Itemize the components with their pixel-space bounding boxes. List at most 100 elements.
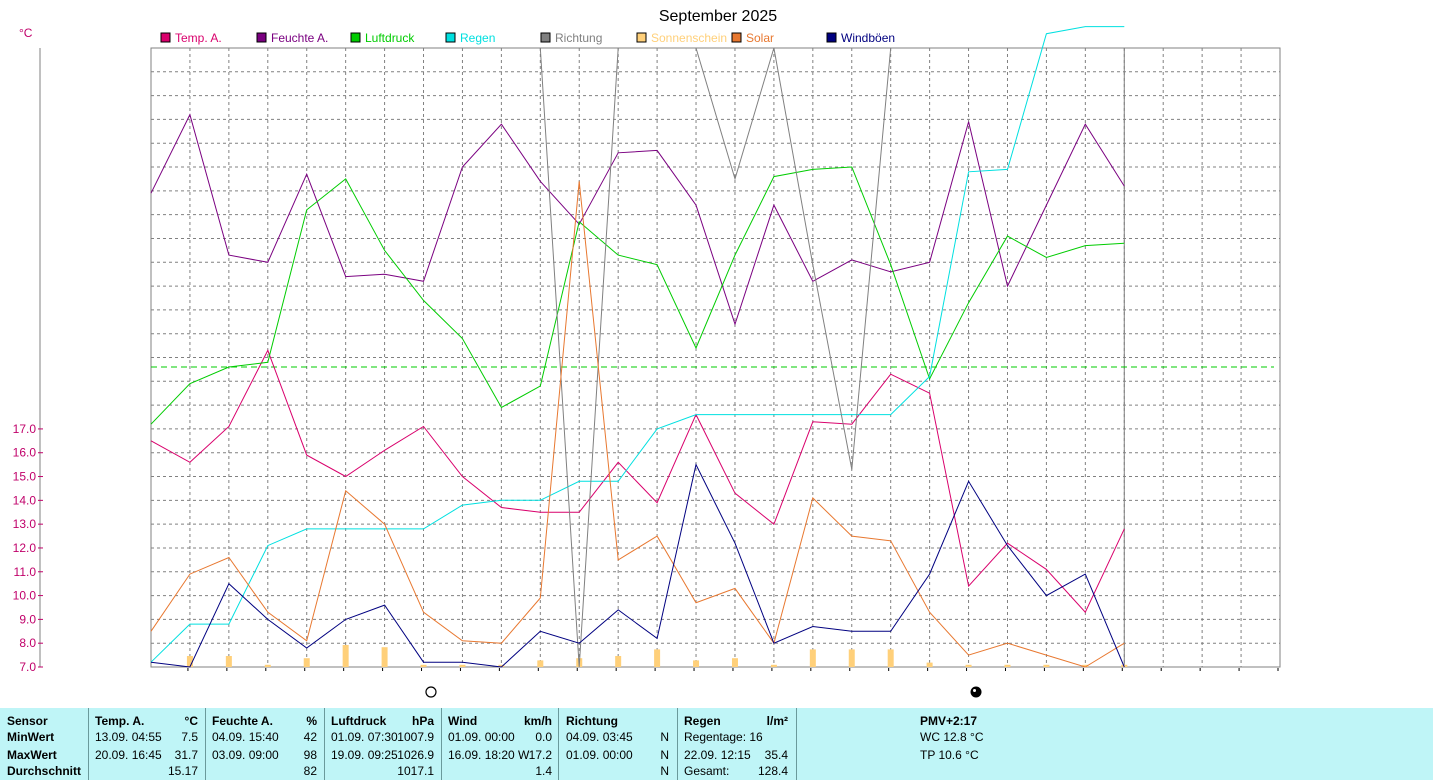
stats-separator [558, 708, 559, 780]
sunshine-bars [186, 645, 1128, 667]
stats-dir-min-time: 04.09. 03:45 [566, 730, 633, 744]
series-line-solar [150, 181, 1125, 668]
legend-label: Solar [746, 31, 774, 45]
series-line-regen [150, 26, 1125, 663]
stats-rain-title: Regen [684, 714, 721, 728]
legend-item: Solar [731, 31, 774, 45]
stats-wind-min-time: 01.09. 00:00 [448, 730, 515, 744]
y-tick-label: 8.0 [19, 636, 36, 650]
stats-temp-min-time: 13.09. 04:55 [95, 730, 162, 744]
stats-separator [677, 708, 678, 780]
stats-separator [88, 708, 89, 780]
stats-dewpoint: TP 10.6 °C [920, 748, 979, 762]
stats-labels-column: Sensor MinWert MaxWert Durchschnitt [0, 708, 88, 780]
legend-swatch [826, 32, 837, 43]
legend-label: Feuchte A. [271, 31, 328, 45]
stats-press-column: Luftdruck hPa 01.09. 07:30 1007.9 19.09.… [325, 708, 441, 780]
y-axis-unit: °C [19, 26, 33, 40]
legend: Temp. A. Feuchte A. Luftdruck Regen Richtung… [160, 31, 895, 45]
stats-wind-max-time: 16.09. 18:20 W [448, 748, 530, 762]
legend-swatch [731, 32, 742, 43]
y-tick-label: 13.0 [13, 517, 37, 531]
series-line-windb-en [150, 463, 1125, 668]
stats-rain-unit: l/m² [766, 714, 788, 728]
stats-wind-column: Wind km/h 01.09. 00:00 0.0 16.09. 18:20 … [442, 708, 558, 780]
stats-rain-column: Regen l/m² Regentage: 16 22.09. 12:15 35… [678, 708, 796, 780]
sunshine-bar [965, 664, 972, 667]
stats-dir-avg: N [660, 764, 669, 778]
legend-item: Sonnenschein [636, 31, 727, 45]
y-tick-label: 15.0 [13, 470, 37, 484]
stats-label-avg: Durchschnitt [7, 764, 82, 778]
sunshine-bar [420, 664, 427, 667]
y-tick-label: 7.0 [19, 660, 36, 674]
stats-separator [796, 708, 797, 780]
stats-label-max: MaxWert [7, 748, 57, 762]
sunshine-bar [654, 649, 661, 667]
grid [39, 47, 1281, 671]
statistics-panel: Sensor MinWert MaxWert Durchschnitt Temp… [0, 708, 1433, 780]
sunshine-bar [926, 662, 933, 667]
new-moon-disc [970, 686, 982, 698]
stats-windchill: WC 12.8 °C [920, 730, 984, 744]
y-tick-label: 10.0 [13, 589, 37, 603]
series-line-richtung [539, 47, 619, 668]
stats-humid-column: Feuchte A. % 04.09. 15:40 42 03.09. 09:0… [206, 708, 324, 780]
sunshine-bar [693, 660, 700, 667]
legend-label: Temp. A. [175, 31, 222, 45]
stats-humid-title: Feuchte A. [212, 714, 273, 728]
stats-press-max: 1026.9 [397, 748, 434, 762]
stats-humid-min-time: 04.09. 15:40 [212, 730, 279, 744]
y-tick-label: 17.0 [13, 422, 37, 436]
sunshine-bar [770, 664, 777, 667]
stats-humid-max: 98 [303, 748, 317, 762]
full-moon-icon [425, 686, 437, 698]
series-lines [150, 26, 1274, 668]
legend-label: Luftdruck [365, 31, 415, 45]
stats-temp-avg: 15.17 [167, 764, 198, 778]
legend-swatch [540, 32, 551, 43]
legend-item: Regen [445, 31, 495, 45]
stats-dir-max: N [660, 748, 669, 762]
y-tick-label: 16.0 [13, 446, 37, 460]
stats-rain-total-label: Gesamt: [684, 764, 730, 778]
legend-swatch [350, 32, 361, 43]
chart-title: September 2025 [659, 8, 777, 25]
legend-item: Richtung [540, 31, 602, 45]
stats-wind-max: 17.2 [528, 748, 552, 762]
stats-wind-title: Wind [448, 714, 478, 728]
moon-phase-markers [425, 686, 982, 698]
sunshine-bar [186, 656, 193, 667]
stats-separator [441, 708, 442, 780]
stats-extra-column: PMV+2:17 WC 12.8 °C TP 10.6 °C [797, 708, 1433, 780]
legend-label: Regen [460, 31, 495, 45]
legend-label: Richtung [555, 31, 602, 45]
legend-item: Luftdruck [350, 31, 415, 45]
sunshine-bar [381, 647, 388, 667]
stats-temp-title: Temp. A. [95, 714, 145, 728]
sunshine-bar [264, 664, 271, 667]
stats-pmv: PMV+2:17 [920, 714, 978, 728]
sunshine-bar [303, 658, 310, 667]
legend-swatch [636, 32, 647, 43]
sunshine-bar [887, 649, 894, 667]
legend-label: Windböen [841, 31, 895, 45]
sunshine-bar [1082, 664, 1089, 667]
stats-wind-min: 0.0 [535, 730, 552, 744]
stats-press-min: 1007.9 [397, 730, 434, 744]
stats-press-title: Luftdruck [331, 714, 387, 728]
legend-swatch [160, 32, 171, 43]
stats-humid-min: 42 [303, 730, 317, 744]
legend-swatch [445, 32, 456, 43]
stats-dir-max-time: 01.09. 00:00 [566, 748, 633, 762]
sunshine-bar [809, 649, 816, 667]
sunshine-bar [459, 664, 466, 667]
new-moon-icon [970, 686, 982, 698]
stats-rain-total: 128.4 [757, 764, 788, 778]
stats-press-avg: 1017.1 [397, 764, 434, 778]
legend-item: Windböen [826, 31, 895, 45]
stats-temp-column: Temp. A. °C 13.09. 04:55 7.5 20.09. 16:4… [89, 708, 205, 780]
sunshine-bar [731, 658, 738, 667]
stats-dir-title: Richtung [566, 714, 618, 728]
stats-press-unit: hPa [411, 714, 434, 728]
